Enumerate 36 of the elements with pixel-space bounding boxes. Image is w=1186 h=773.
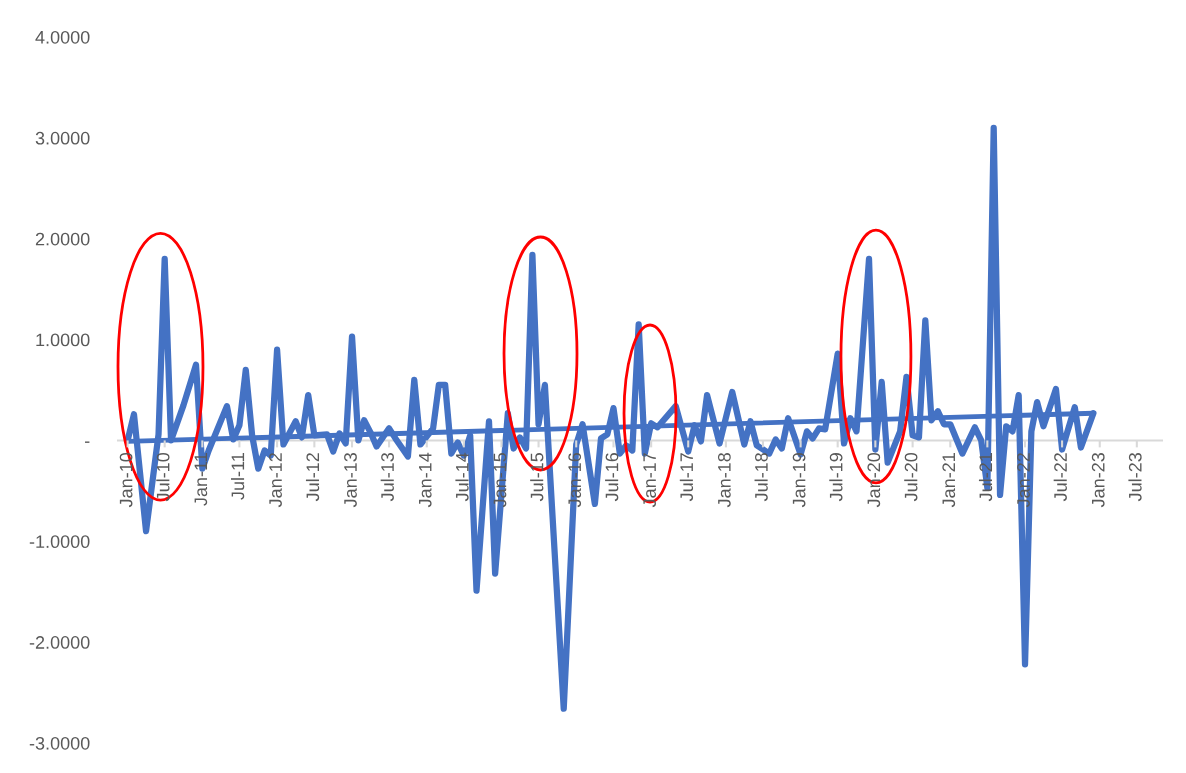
x-tick-label: Jul-16 [605,453,619,502]
x-tick-label: Jan-22 [1017,453,1030,508]
x-tick-label: Jul-15 [530,452,544,502]
x-tick-label: Jan-13 [344,453,357,508]
y-tick-label: - [85,441,90,443]
x-tick-label: Jan-23 [1091,453,1105,508]
x-tick-label: Jul-18 [754,453,768,502]
y-tick-label: 4.0000 [35,30,90,44]
x-tick-label: Jan-16 [568,453,582,508]
x-tick-label: Jan-14 [419,452,432,508]
y-tick-label: 1.0000 [36,333,90,347]
x-tick-label: Jul-10 [156,452,170,502]
x-tick-label: Jul-19 [829,453,843,502]
y-tick-label: -3.0000 [29,736,90,750]
y-tick-label: -2.0000 [29,636,90,649]
y-tick-label: 2.0000 [35,232,90,246]
x-tick-label: Jan-18 [717,453,731,508]
x-tick-label: Jan-10 [119,452,133,508]
x-tick-label: Jan-17 [643,453,657,508]
x-tick-label: Jul-22 [1053,453,1067,502]
x-tick-label: Jan-11 [194,453,208,506]
y-tick-label: -1.0000 [29,535,90,549]
x-tick-label: Jan-12 [269,453,282,508]
x-tick-label: Jul-13 [380,453,394,502]
x-tick-label: Jan-20 [867,452,881,508]
x-tick-label: Jul-20 [904,452,918,502]
x-tick-label: Jul-14 [455,452,469,502]
x-tick-label: Jul-17 [679,453,694,502]
x-tick-label: Jan-15 [493,452,507,508]
x-tick-label: Jan-21 [942,453,956,508]
x-tick-label: Jan-19 [792,453,806,508]
x-tick-label: Jul-12 [305,453,320,502]
x-tick-label: Jul-21 [978,453,993,502]
y-tick-label: 3.0000 [35,131,90,145]
x-tick-label: Jul-11 [231,453,245,500]
x-tick-label: Jul-23 [1128,453,1142,502]
